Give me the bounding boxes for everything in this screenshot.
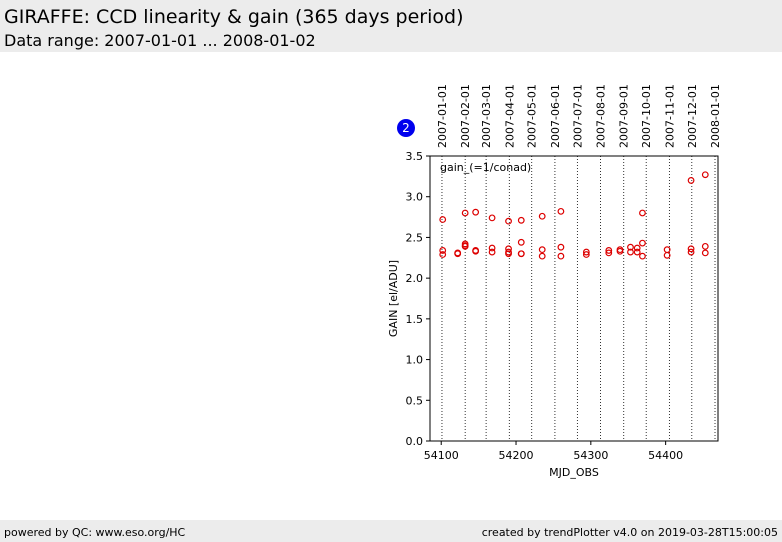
data-point: [633, 244, 641, 252]
data-point: [633, 248, 641, 256]
data-point: [701, 171, 709, 179]
plot-number-badge: [397, 119, 415, 137]
data-point: [439, 216, 447, 223]
data-point: [439, 247, 447, 254]
y-axis-label: GAIN [el/ADU]: [387, 260, 400, 337]
date-tick-label: 2007-06-01: [549, 84, 562, 148]
date-tick-label: 2007-12-01: [686, 84, 699, 148]
data-point: [488, 248, 496, 256]
data-point: [505, 245, 512, 253]
date-tick-label: 2007-03-01: [480, 84, 493, 148]
x-tick-label: 54400: [648, 449, 683, 462]
data-point: [687, 245, 695, 253]
data-point: [557, 243, 565, 251]
date-tick-label: 2008-01-01: [709, 84, 722, 148]
data-point: [461, 242, 469, 250]
plot-annotation: gain_(=1/conad): [440, 161, 531, 174]
data-point: [557, 252, 565, 260]
data-point: [582, 251, 590, 258]
data-point: [627, 243, 634, 251]
y-tick-label: 1.0: [406, 354, 424, 367]
y-tick-label: 3.0: [406, 191, 424, 204]
y-tick-label: 2.0: [406, 272, 424, 285]
plot-frame: [429, 155, 719, 442]
y-tick-label: 3.5: [406, 150, 424, 163]
page-footer: powered by QC: www.eso.org/HC created by…: [0, 520, 782, 542]
x-tick-label: 54300: [573, 449, 608, 462]
data-point: [461, 209, 469, 217]
x-tick-label: 54200: [499, 449, 534, 462]
data-point: [472, 208, 480, 216]
data-point: [517, 216, 525, 224]
data-point: [582, 248, 590, 256]
y-tick-label: 0.0: [406, 435, 424, 448]
data-point: [605, 247, 613, 254]
data-point: [454, 250, 462, 258]
data-point: [505, 217, 512, 225]
date-tick-label: 2007-01-01: [436, 84, 449, 148]
x-tick-label: 54100: [424, 449, 459, 462]
data-point: [517, 238, 525, 246]
data-point: [663, 251, 671, 259]
data-point: [616, 247, 624, 255]
date-tick-label: 2007-02-01: [459, 84, 472, 148]
date-tick-label: 2007-07-01: [571, 84, 584, 148]
data-point: [472, 247, 480, 255]
data-point: [701, 249, 709, 257]
y-tick-label: 1.5: [406, 313, 424, 326]
data-point: [488, 214, 496, 222]
data-point: [605, 249, 613, 257]
data-range-subtitle: Data range: 2007-01-01 ... 2008-01-02: [4, 31, 316, 50]
data-point: [687, 177, 695, 184]
data-point: [639, 252, 646, 260]
plot-number-badge-label: 2: [402, 121, 410, 135]
data-point: [439, 251, 447, 258]
data-point: [538, 246, 546, 254]
y-tick-label: 0.5: [406, 394, 424, 407]
data-point: [687, 248, 695, 256]
x-axis-label: MJD_OBS: [549, 466, 599, 479]
data-point: [488, 244, 496, 252]
data-point: [639, 209, 646, 217]
data-point: [627, 248, 634, 256]
page-title: GIRAFFE: CCD linearity & gain (365 days …: [4, 6, 464, 28]
date-tick-label: 2007-08-01: [595, 84, 608, 148]
date-tick-label: 2007-04-01: [503, 84, 516, 148]
data-point: [538, 212, 546, 220]
data-point: [505, 250, 512, 258]
y-tick-label: 2.5: [406, 231, 424, 244]
page-header: GIRAFFE: CCD linearity & gain (365 days …: [0, 0, 782, 52]
data-point: [557, 207, 565, 215]
date-tick-label: 2007-11-01: [663, 84, 676, 148]
date-tick-label: 2007-10-01: [640, 84, 653, 148]
data-point: [639, 239, 646, 247]
footer-powered-by[interactable]: powered by QC: www.eso.org/HC: [4, 526, 186, 539]
date-tick-label: 2007-05-01: [526, 84, 539, 148]
date-tick-label: 2007-09-01: [618, 84, 631, 148]
data-point: [538, 252, 546, 260]
footer-created-by: created by trendPlotter v4.0 on 2019-03-…: [481, 526, 778, 539]
data-point: [517, 250, 525, 258]
data-point: [701, 242, 709, 250]
